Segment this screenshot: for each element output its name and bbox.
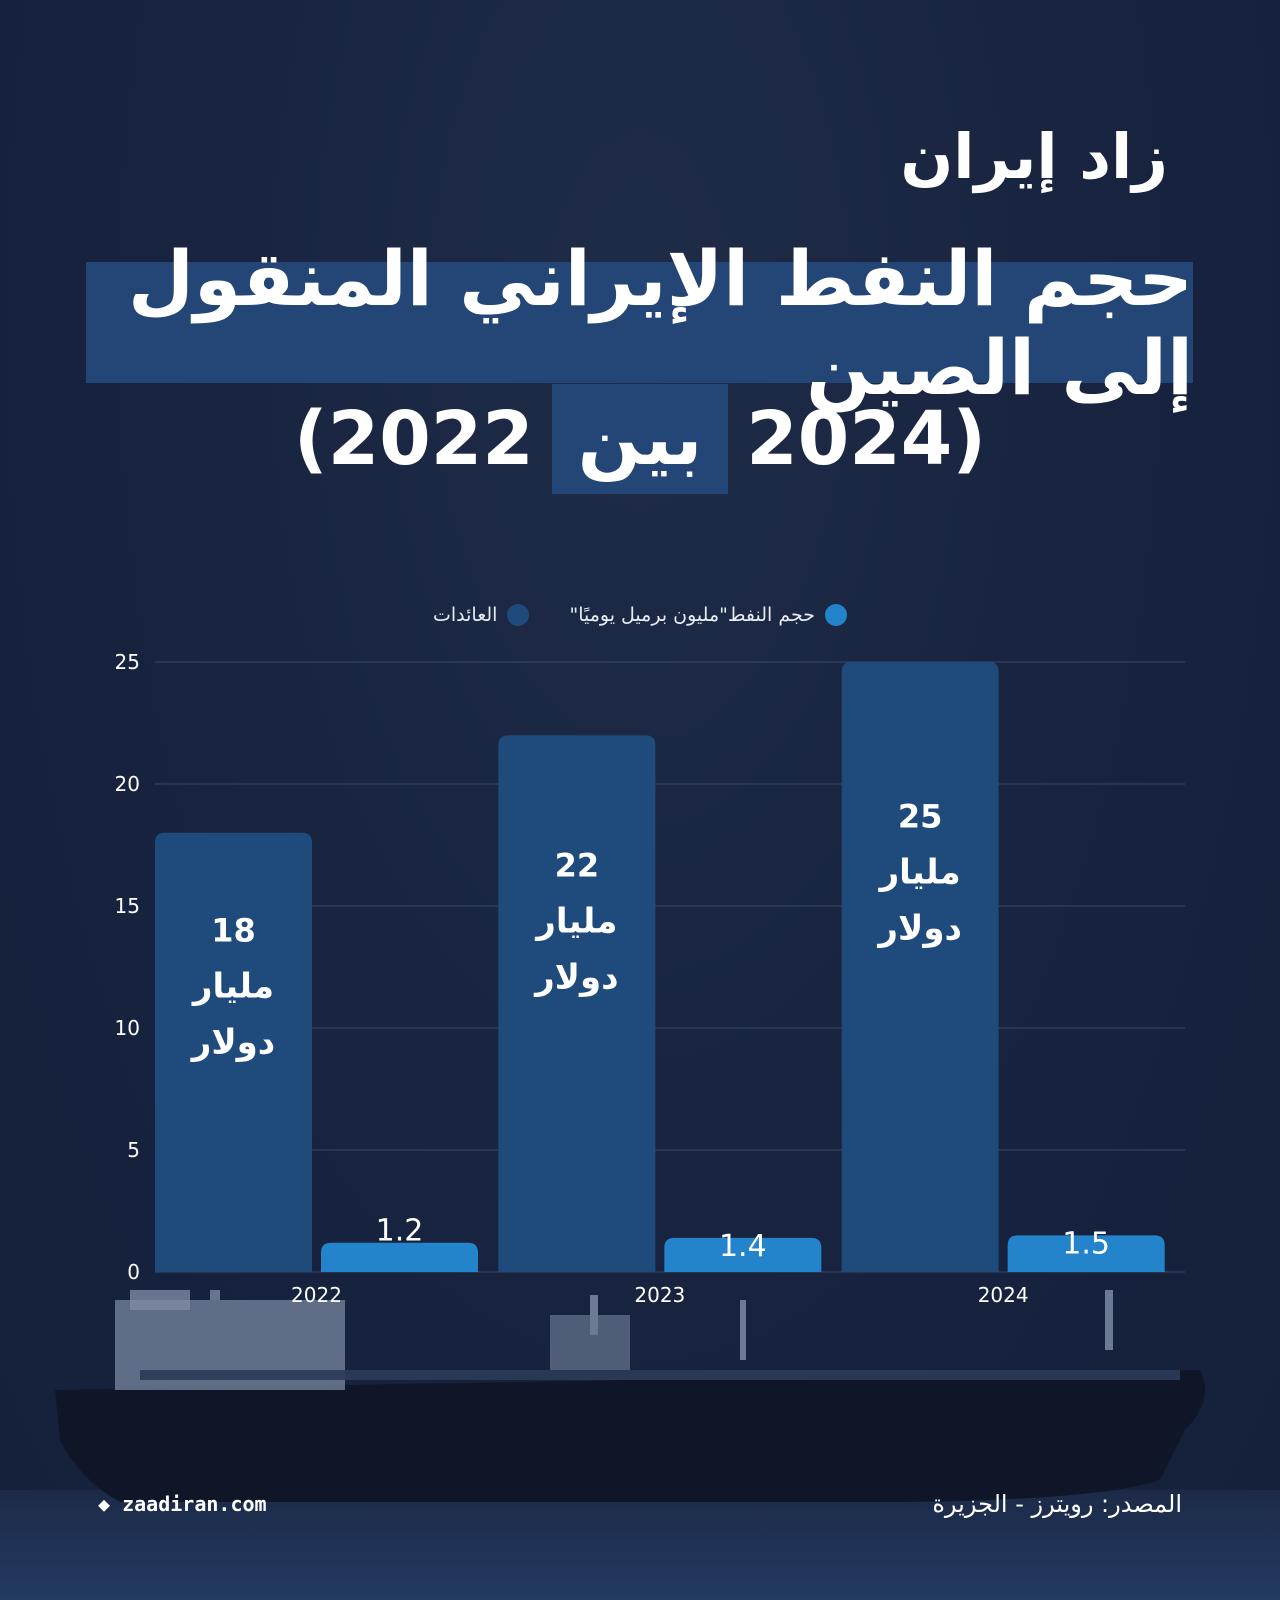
y-tick-label: 0	[127, 1260, 140, 1284]
legend-revenue-dot	[507, 604, 530, 626]
revenue-data-label: مليار	[534, 901, 617, 941]
legend-oil-dot	[825, 604, 847, 626]
y-tick-label: 25	[115, 650, 140, 674]
revenue-data-label: 22	[555, 846, 600, 884]
revenue-bar	[155, 832, 312, 1272]
y-tick-label: 5	[127, 1138, 140, 1162]
website-footer: ◆ zaadiran.com	[98, 1492, 267, 1516]
legend-oil-label: حجم النفط"مليون برميل يوميًا"	[569, 604, 815, 626]
y-tick-label: 15	[115, 894, 140, 918]
oil-bar	[1007, 1235, 1165, 1272]
revenue-data-label: 18	[211, 912, 256, 950]
source-footer: المصدر: رويترز - الجزيرة	[932, 1490, 1182, 1518]
revenue-bar	[498, 735, 656, 1272]
website-text: zaadiran.com	[122, 1492, 267, 1516]
title-year-right: 2024)	[746, 396, 987, 482]
oil-bar	[321, 1242, 478, 1272]
revenue-data-label: مليار	[191, 967, 274, 1007]
oil-data-label: 1.4	[719, 1229, 767, 1264]
x-tick-label: 2023	[634, 1283, 685, 1307]
oil-data-label: 1.2	[376, 1214, 424, 1249]
legend-item-revenue: العائدات	[433, 604, 530, 626]
revenue-data-label: 25	[898, 797, 943, 835]
revenue-bar	[841, 662, 999, 1272]
x-tick-label: 2024	[978, 1283, 1029, 1307]
oil-data-label: 1.5	[1062, 1226, 1110, 1261]
title-line2: (2022 بين 2024)	[0, 384, 1280, 494]
tanker-ship-image	[0, 1290, 1280, 1600]
oil-bar	[664, 1237, 822, 1272]
revenue-data-label: دولار	[190, 1023, 275, 1063]
revenue-data-label: دولار	[533, 957, 618, 997]
legend: حجم النفط"مليون برميل يوميًا" العائدات	[0, 604, 1280, 626]
legend-revenue-label: العائدات	[433, 604, 498, 626]
revenue-data-label: دولار	[876, 908, 961, 948]
y-tick-label: 20	[115, 772, 140, 796]
title-year-left: (2022	[293, 396, 534, 482]
revenue-data-label: مليار	[878, 852, 961, 892]
title-between-word: بين	[551, 384, 729, 494]
legend-item-oil: حجم النفط"مليون برميل يوميًا"	[569, 604, 847, 626]
logo: زاد إيران	[900, 120, 1170, 193]
y-tick-label: 10	[115, 1016, 140, 1040]
x-tick-label: 2022	[291, 1283, 342, 1307]
